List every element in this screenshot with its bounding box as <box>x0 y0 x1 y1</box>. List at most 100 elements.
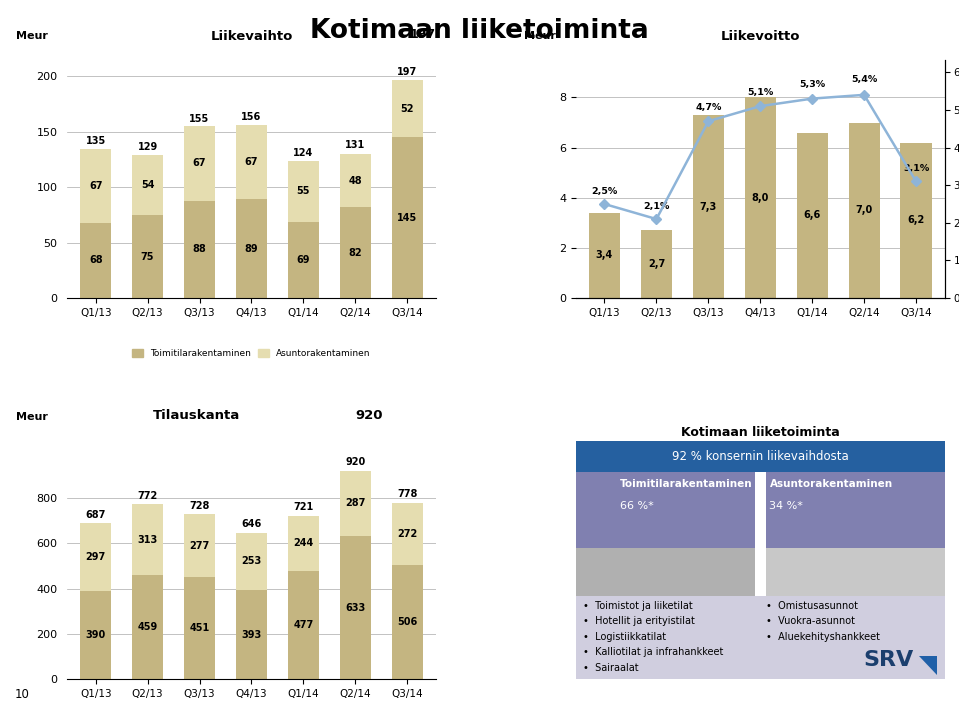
Text: 67: 67 <box>193 158 206 168</box>
Bar <box>81 222 111 298</box>
Text: 92 % konsernin liikevaihdosta: 92 % konsernin liikevaihdosta <box>672 450 849 463</box>
Text: 313: 313 <box>137 534 157 545</box>
Text: 253: 253 <box>242 556 262 567</box>
Text: 277: 277 <box>190 541 210 551</box>
Text: 451: 451 <box>190 623 210 633</box>
Bar <box>797 132 828 298</box>
Bar <box>132 155 163 215</box>
Bar <box>288 222 319 298</box>
Text: 69: 69 <box>296 255 310 265</box>
Bar <box>641 230 672 298</box>
Text: 6,2: 6,2 <box>907 215 924 225</box>
Bar <box>339 154 371 207</box>
Text: 393: 393 <box>242 630 262 640</box>
Text: 728: 728 <box>189 501 210 510</box>
Bar <box>236 199 267 298</box>
Bar <box>391 137 423 298</box>
Text: Meur: Meur <box>15 412 47 422</box>
Text: 297: 297 <box>85 552 105 562</box>
Bar <box>339 536 371 679</box>
Text: •  Vuokra-asunnot: • Vuokra-asunnot <box>766 616 854 627</box>
Text: 7,3: 7,3 <box>700 201 717 212</box>
Text: 34 %*: 34 %* <box>769 501 804 510</box>
Text: 5,4%: 5,4% <box>851 75 877 84</box>
Text: 390: 390 <box>85 630 105 640</box>
Text: 48: 48 <box>348 175 363 186</box>
Bar <box>184 514 215 577</box>
FancyBboxPatch shape <box>576 472 755 548</box>
Text: Toimitilarakentaminen: Toimitilarakentaminen <box>620 479 753 489</box>
Text: •  Kalliotilat ja infrahankkeet: • Kalliotilat ja infrahankkeet <box>583 647 724 658</box>
Polygon shape <box>919 655 937 674</box>
Bar <box>339 470 371 536</box>
Text: •  Toimistot ja liiketilat: • Toimistot ja liiketilat <box>583 601 693 611</box>
Text: 778: 778 <box>397 489 417 499</box>
Bar <box>391 80 423 137</box>
Text: 8,0: 8,0 <box>752 193 769 203</box>
Text: 721: 721 <box>293 503 314 513</box>
Text: 88: 88 <box>193 244 206 254</box>
Bar <box>339 207 371 298</box>
Bar <box>132 215 163 298</box>
Text: 2,5%: 2,5% <box>592 187 618 196</box>
Text: 197: 197 <box>409 27 435 41</box>
Text: 3,1%: 3,1% <box>903 164 929 173</box>
Text: Meur: Meur <box>15 31 47 41</box>
Bar <box>132 575 163 679</box>
Text: 7,0: 7,0 <box>855 206 873 215</box>
Text: 5,1%: 5,1% <box>747 88 773 96</box>
Text: •  Sairaalat: • Sairaalat <box>583 662 639 673</box>
Bar <box>288 516 319 571</box>
Bar <box>288 161 319 222</box>
Bar <box>236 590 267 679</box>
Bar <box>236 533 267 590</box>
Bar <box>132 504 163 575</box>
Bar <box>692 115 724 298</box>
Bar <box>81 149 111 222</box>
Legend: Toimitilarakentaminen, Asuntorakentaminen: Toimitilarakentaminen, Asuntorakentamine… <box>129 346 374 362</box>
Text: Meur: Meur <box>525 31 556 41</box>
Text: 4,7%: 4,7% <box>695 103 721 112</box>
Text: 287: 287 <box>345 498 365 508</box>
Text: 459: 459 <box>137 622 157 632</box>
Bar <box>391 503 423 565</box>
Text: 155: 155 <box>190 113 210 124</box>
FancyBboxPatch shape <box>576 441 945 472</box>
Title: Liikevoitto: Liikevoitto <box>720 30 800 44</box>
Bar <box>81 524 111 591</box>
Text: 129: 129 <box>137 142 157 152</box>
Text: 920: 920 <box>345 457 365 467</box>
Text: 646: 646 <box>242 520 262 529</box>
Text: •  Aluekehityshankkeet: • Aluekehityshankkeet <box>766 631 879 642</box>
Text: 156: 156 <box>242 113 262 122</box>
Bar <box>288 571 319 679</box>
Text: Asuntorakentaminen: Asuntorakentaminen <box>769 479 893 489</box>
Bar <box>589 213 620 298</box>
Text: •  Hotellit ja erityistilat: • Hotellit ja erityistilat <box>583 616 695 627</box>
Text: 687: 687 <box>85 510 105 520</box>
FancyBboxPatch shape <box>766 472 945 548</box>
Text: 52: 52 <box>401 103 414 113</box>
Text: 10: 10 <box>14 689 30 701</box>
Bar <box>184 201 215 298</box>
Text: 66 %*: 66 %* <box>620 501 654 510</box>
Text: 633: 633 <box>345 603 365 612</box>
Text: •  Omistusasunnot: • Omistusasunnot <box>766 601 857 611</box>
Text: 2,7: 2,7 <box>647 259 665 269</box>
Text: 145: 145 <box>397 213 417 222</box>
Text: 197: 197 <box>397 67 417 77</box>
Text: 135: 135 <box>85 136 105 146</box>
Bar <box>391 565 423 679</box>
Text: 68: 68 <box>89 256 103 265</box>
Text: 477: 477 <box>293 620 314 630</box>
Text: Kotimaan liiketoiminta: Kotimaan liiketoiminta <box>310 18 649 44</box>
FancyBboxPatch shape <box>766 548 945 596</box>
Text: 131: 131 <box>345 140 365 150</box>
Text: 124: 124 <box>293 148 314 158</box>
Bar <box>236 125 267 199</box>
Text: 272: 272 <box>397 529 417 539</box>
Text: 75: 75 <box>141 251 154 262</box>
Text: 772: 772 <box>137 491 157 501</box>
Text: 67: 67 <box>89 181 103 191</box>
Bar <box>745 97 776 298</box>
